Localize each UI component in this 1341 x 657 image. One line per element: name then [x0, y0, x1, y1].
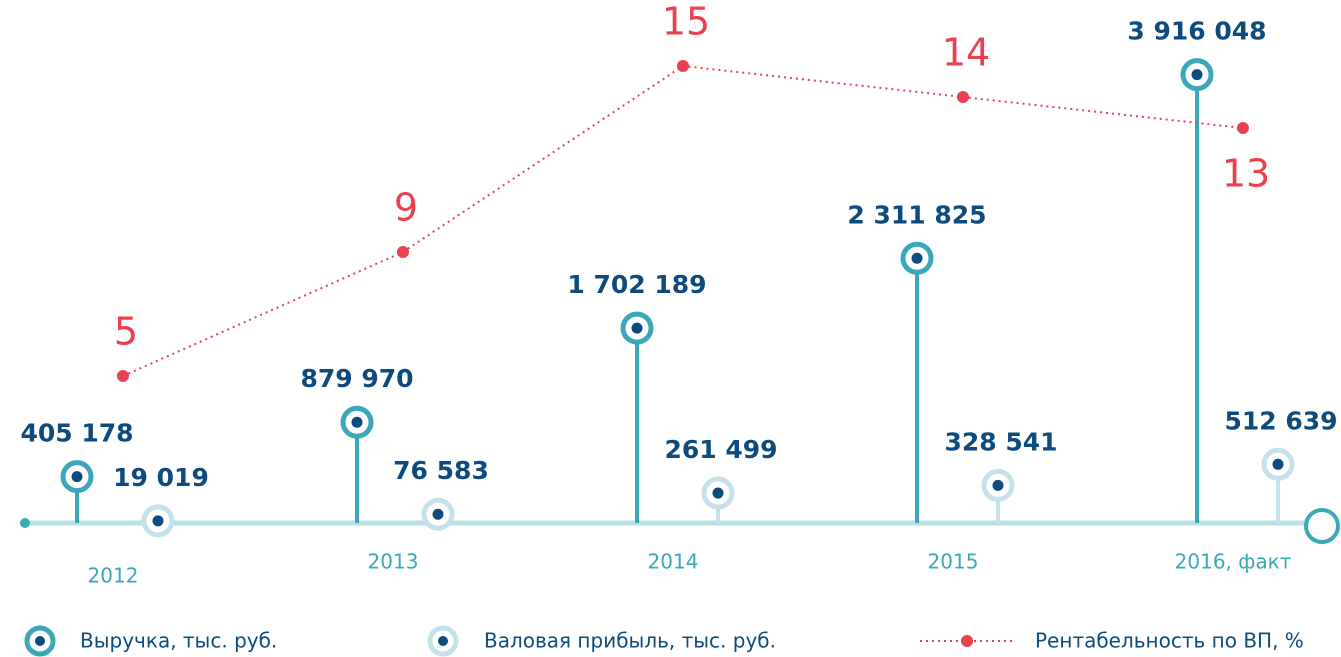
- profitability-point: [1237, 122, 1249, 134]
- legend-label: Рентабельность по ВП, %: [1035, 629, 1304, 653]
- lollipop-dot: [1272, 458, 1284, 470]
- value-label: 261 499: [664, 435, 777, 464]
- profitability-label: 15: [662, 0, 710, 44]
- value-label: 405 178: [20, 419, 133, 448]
- value-label: 2 311 825: [847, 200, 986, 229]
- lollipop-dot: [71, 471, 83, 483]
- profitability-point: [677, 60, 689, 72]
- value-label: 512 639: [1224, 406, 1337, 435]
- baseline-start: [20, 518, 30, 528]
- lollipop-dot: [911, 252, 923, 264]
- lollipop-dot: [1191, 69, 1203, 81]
- value-label: 1 702 189: [567, 270, 706, 299]
- profitability-line: [122, 64, 1244, 377]
- legend-dot: [35, 636, 45, 646]
- value-label: 19 019: [113, 463, 209, 492]
- x-tick-label: 2013: [368, 550, 419, 574]
- x-tick-label: 2014: [648, 550, 699, 574]
- lollipop-dot: [992, 479, 1004, 491]
- profitability-point: [117, 370, 129, 382]
- value-label: 879 970: [300, 364, 413, 393]
- profitability-label: 9: [394, 186, 418, 230]
- profitability-label: 14: [942, 31, 990, 75]
- legend-dot: [438, 636, 448, 646]
- profitability-label: 13: [1222, 152, 1270, 196]
- x-tick-label: 2012: [88, 564, 139, 588]
- lollipop-dot: [152, 515, 164, 527]
- profitability-point: [957, 91, 969, 103]
- lollipop-dot: [712, 487, 724, 499]
- lollipop-dot: [432, 508, 444, 520]
- value-label: 76 583: [393, 456, 489, 485]
- profitability-point: [397, 246, 409, 258]
- x-tick-label: 2016, факт: [1175, 550, 1292, 574]
- value-label: 328 541: [944, 427, 1057, 456]
- lollipop-dot: [631, 322, 643, 334]
- legend-label: Валовая прибыль, тыс. руб.: [484, 629, 776, 653]
- baseline-end: [1304, 508, 1340, 544]
- value-label: 3 916 048: [1127, 17, 1266, 46]
- profitability-label: 5: [114, 310, 138, 354]
- lollipop-dot: [351, 416, 363, 428]
- x-tick-label: 2015: [928, 550, 979, 574]
- legend-label: Выручка, тыс. руб.: [80, 629, 277, 653]
- legend-dot: [961, 635, 973, 647]
